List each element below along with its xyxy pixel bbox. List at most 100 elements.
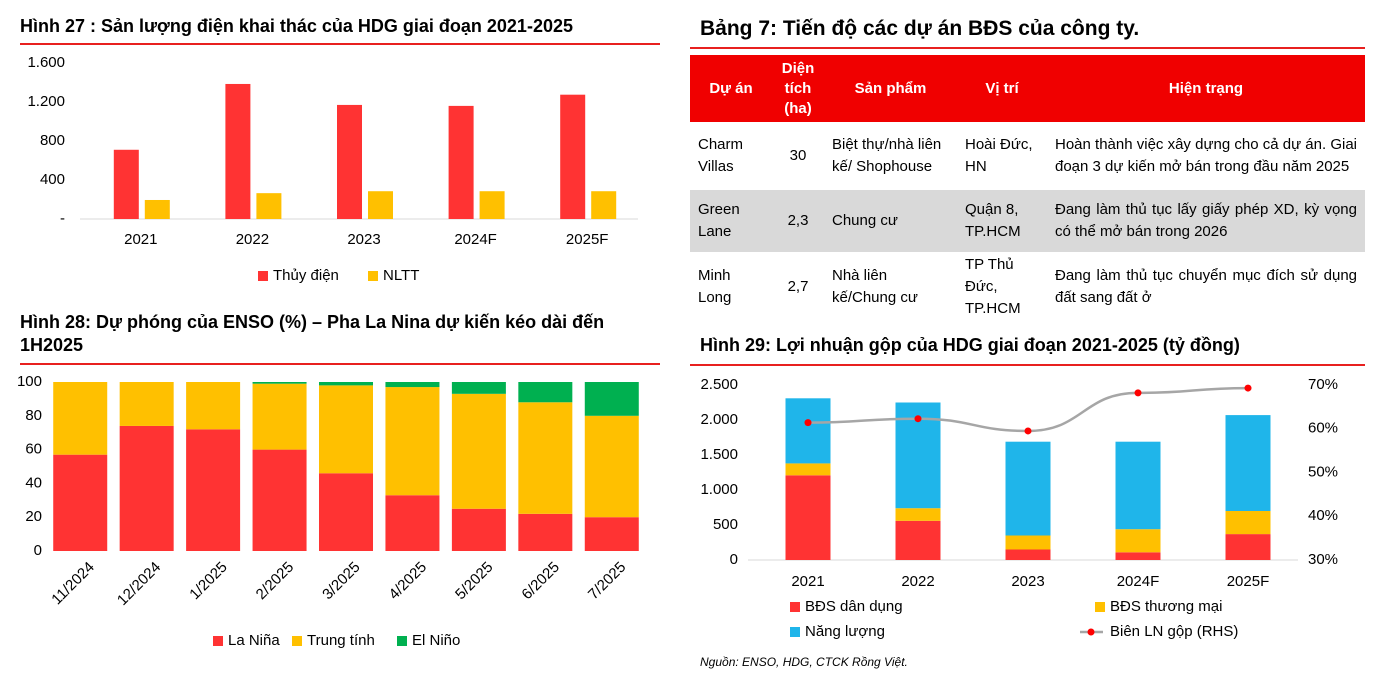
table-row: Green Lane 2,3 Chung cư Quận 8, TP.HCM Đang …: [690, 190, 1365, 252]
legend-label: Thủy điện: [273, 267, 339, 284]
legend-swatch: [790, 627, 800, 637]
bar: [584, 415, 639, 518]
table-row: Charm Villas 30 Biệt thự/nhà liên kế/ Shop…: [690, 122, 1365, 190]
chart-title: Hình 29: Lợi nhuận gộp của HDG giai đoạn…: [700, 335, 1240, 355]
y-tick-label: 1.600: [27, 54, 65, 71]
bar: [518, 382, 573, 403]
bar: [319, 385, 373, 474]
y-tick-label: 1.000: [700, 481, 738, 498]
title-rule: [20, 363, 660, 365]
bar: [584, 517, 639, 551]
bar: [785, 463, 831, 476]
line: [807, 386, 1249, 433]
marker: [914, 415, 922, 423]
header-cell: Dự án: [690, 55, 772, 122]
bar: [518, 402, 573, 514]
legend-label: Trung tính: [307, 632, 375, 649]
table-cell: Minh Long: [698, 267, 732, 306]
bar: [53, 382, 108, 455]
bar: [119, 425, 174, 551]
bar: [256, 193, 282, 219]
legend-swatch: [790, 602, 800, 612]
table-cell: Đang làm thủ tục chuyển mục đích sử dụng…: [1055, 267, 1357, 306]
x-tick-label: 3/2025: [319, 559, 363, 603]
x-tick-label: 6/2025: [518, 559, 562, 603]
y-tick-label: -: [60, 210, 65, 227]
bar: [479, 191, 505, 219]
bar: [584, 382, 639, 416]
bar: [1005, 441, 1051, 536]
table-cell: Chung cư: [824, 190, 957, 252]
x-tick-label: 7/2025: [585, 559, 629, 603]
bar: [1005, 549, 1051, 560]
bar: [319, 382, 373, 386]
bar: [385, 495, 440, 551]
title-rule: [20, 43, 660, 45]
bar: [186, 429, 241, 551]
bar: [337, 104, 362, 219]
legend-swatch: [258, 271, 268, 281]
bar: [895, 520, 941, 560]
x-tick-label: 5/2025: [452, 559, 496, 603]
bar: [119, 382, 174, 426]
header-cell: Sản phẩm: [824, 55, 957, 122]
x-tick-label: 12/2024: [114, 559, 164, 609]
bar: [1225, 415, 1271, 511]
bar: [385, 382, 440, 388]
y-tick-label: 20: [25, 508, 42, 525]
source-note: Nguồn: ENSO, HDG, CTCK Rồng Việt.: [700, 655, 908, 669]
bar: [53, 454, 108, 551]
legend-swatch: [397, 636, 407, 646]
y-tick-label: 0: [34, 542, 42, 559]
y-tick-label: 500: [713, 516, 738, 533]
legend-swatch: [1095, 602, 1105, 612]
marker: [1134, 389, 1142, 397]
y-tick-label: 60: [25, 441, 42, 458]
table-row: Minh Long 2,7 Nhà liên kế/Chung cư TP Thủ Đ…: [690, 252, 1365, 322]
y-tick-label: 80: [25, 407, 42, 424]
table-cell: Quận 8, TP.HCM: [957, 190, 1047, 252]
bar: [451, 393, 506, 509]
x-tick-label: 11/2024: [48, 559, 98, 609]
bar: [518, 513, 573, 551]
bar: [895, 508, 941, 521]
y2-tick-label: 30%: [1308, 551, 1338, 568]
bar: [785, 398, 831, 464]
y2-tick-label: 40%: [1308, 507, 1338, 524]
bar: [319, 473, 373, 551]
header-cell: Diện tích (ha): [772, 55, 824, 122]
legend-swatch: [213, 636, 223, 646]
bar: [560, 94, 586, 219]
header-cell: Vị trí: [957, 55, 1047, 122]
table-cell: 2,3: [772, 190, 824, 252]
legend-swatch: [292, 636, 302, 646]
legend-marker: [1087, 628, 1095, 636]
bar: [1115, 529, 1161, 553]
bar: [1005, 535, 1051, 550]
bar: [591, 191, 617, 219]
bar: [385, 387, 440, 496]
bar: [225, 83, 251, 220]
bar: [252, 449, 307, 551]
x-tick-label: 2025F: [566, 231, 609, 248]
bar: [252, 382, 307, 384]
table-cell: Charm Villas: [698, 136, 744, 175]
bar: [144, 199, 170, 219]
legend-swatch: [368, 271, 378, 281]
legend-label: BĐS thương mại: [1110, 598, 1222, 615]
x-tick-label: 2022: [901, 573, 934, 590]
y-tick-label: 100: [17, 373, 42, 390]
table-cell: 30: [789, 147, 807, 164]
table-cell: Hoàn thành việc xây dựng cho cả dự án. G…: [1055, 136, 1357, 175]
table-cell: 2,7: [787, 278, 809, 295]
table-cell: Green Lane: [690, 190, 772, 252]
chart-title: Hình 28: Dự phóng của ENSO (%) – Pha La …: [20, 312, 605, 355]
marker: [804, 419, 812, 427]
y-tick-label: 2.500: [700, 376, 738, 393]
bar: [368, 191, 393, 219]
x-tick-label: 2024F: [454, 231, 497, 248]
bar: [1115, 441, 1161, 530]
x-tick-label: 2021: [791, 573, 824, 590]
title-rule: [690, 47, 1365, 49]
